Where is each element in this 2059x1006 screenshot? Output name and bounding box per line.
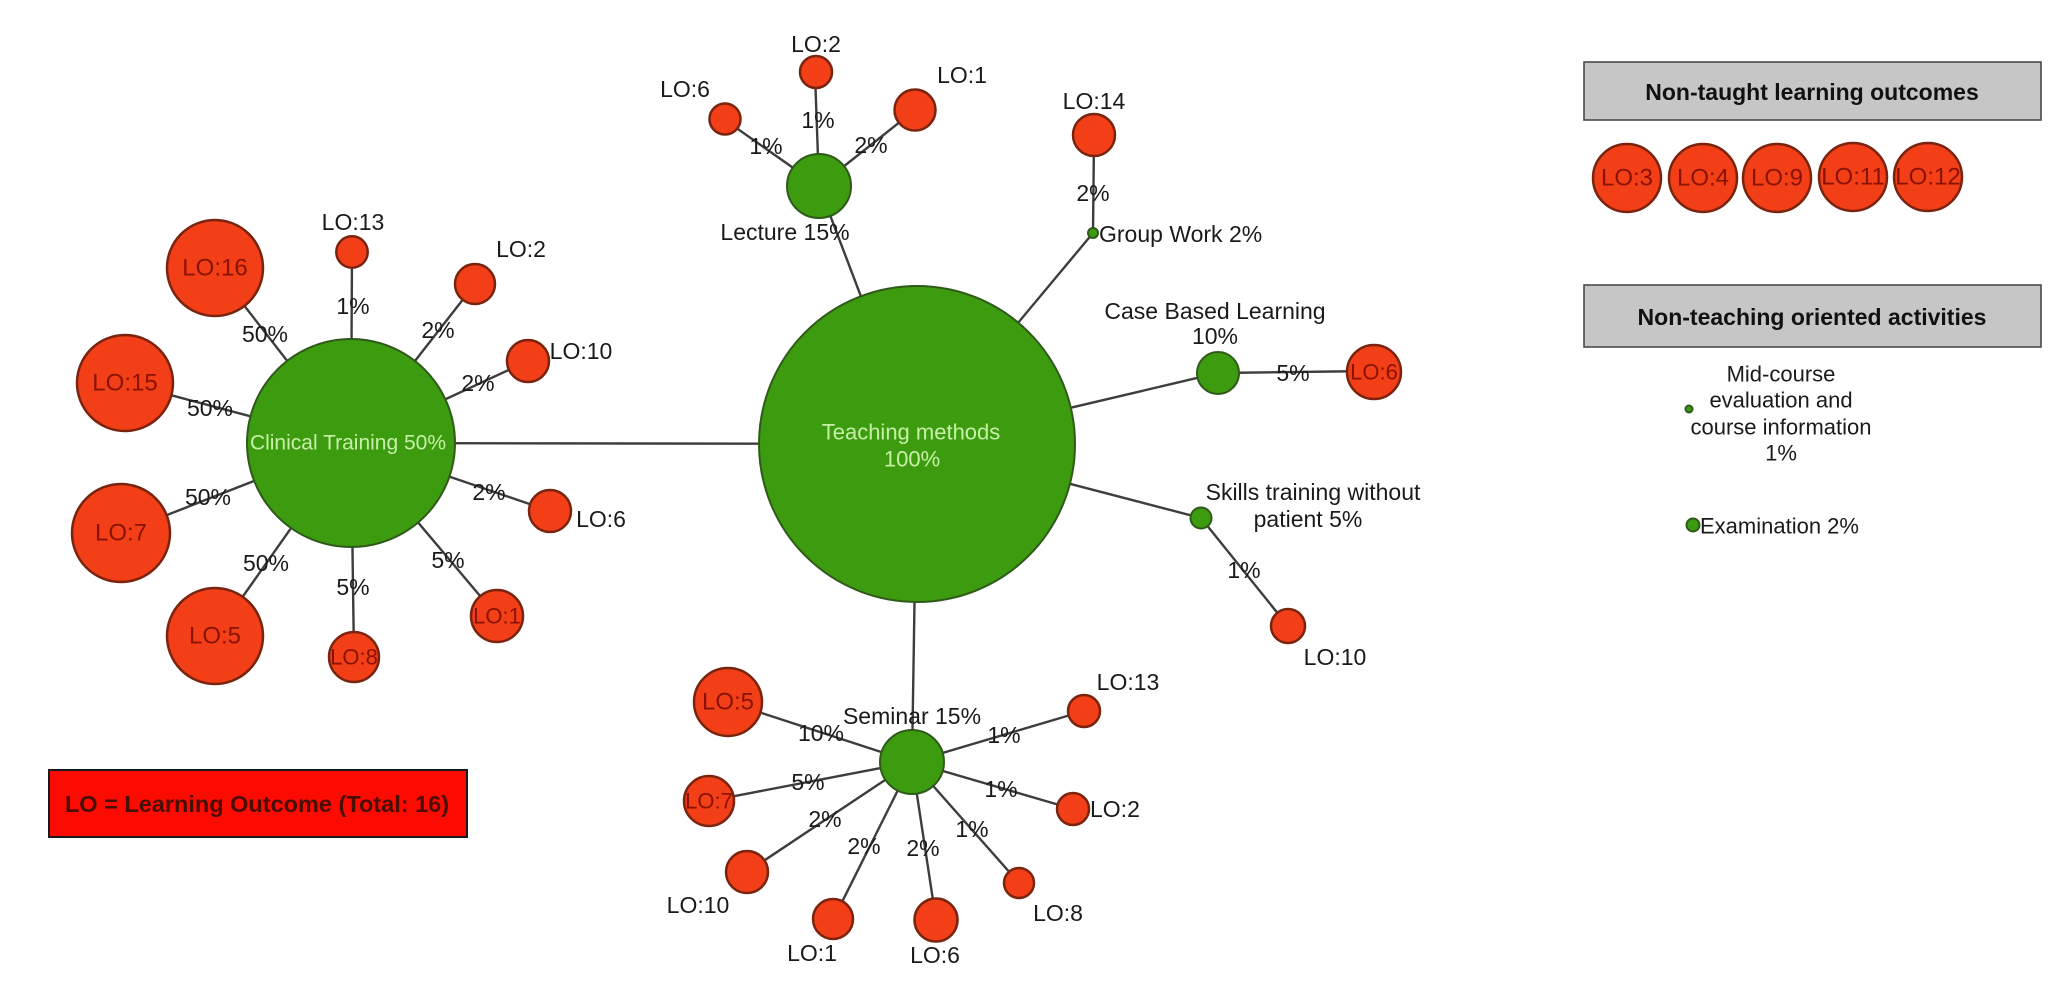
svg-text:LO:7: LO:7 [95,520,147,547]
svg-text:LO:15: LO:15 [92,370,157,397]
svg-text:LO:3: LO:3 [1601,165,1653,192]
svg-text:LO:2: LO:2 [1090,796,1140,822]
svg-text:2%: 2% [421,317,454,343]
svg-text:LO:6: LO:6 [910,942,960,968]
svg-text:Group Work 2%: Group Work 2% [1099,221,1262,247]
svg-text:10%: 10% [1192,323,1238,349]
svg-text:Clinical Training 50%: Clinical Training 50% [250,432,446,455]
svg-text:LO:1: LO:1 [473,604,521,629]
svg-text:2%: 2% [847,833,880,859]
svg-text:5%: 5% [431,547,464,573]
svg-text:LO:10: LO:10 [1304,644,1367,670]
svg-text:LO:2: LO:2 [496,236,546,262]
svg-text:LO:6: LO:6 [576,506,626,532]
svg-text:10%: 10% [798,720,844,746]
svg-text:LO:8: LO:8 [1033,900,1083,926]
svg-text:LO = Learning Outcome (Total:: LO = Learning Outcome (Total: 16) [65,791,449,817]
svg-text:LO:1: LO:1 [787,940,837,966]
svg-text:1%: 1% [955,816,988,842]
svg-text:LO:10: LO:10 [550,338,613,364]
svg-text:patient 5%: patient 5% [1254,506,1363,532]
svg-text:LO:13: LO:13 [322,209,385,235]
svg-text:LO:5: LO:5 [189,623,241,650]
svg-text:Examination 2%: Examination 2% [1700,514,1859,539]
svg-text:Non-teaching oriented activiti: Non-teaching oriented activities [1638,304,1987,330]
svg-text:LO:4: LO:4 [1677,165,1729,192]
svg-text:LO:1: LO:1 [937,62,987,88]
svg-text:Case Based Learning: Case Based Learning [1104,298,1325,324]
svg-text:5%: 5% [1276,360,1309,386]
svg-text:1%: 1% [1765,441,1797,466]
svg-text:5%: 5% [791,769,824,795]
svg-text:1%: 1% [749,133,782,159]
svg-text:LO:14: LO:14 [1063,88,1126,114]
svg-text:2%: 2% [1076,180,1109,206]
svg-text:Seminar 15%: Seminar 15% [843,703,981,729]
svg-text:LO:10: LO:10 [667,892,730,918]
svg-text:LO:9: LO:9 [1751,165,1803,192]
svg-text:course information: course information [1691,415,1872,440]
svg-text:1%: 1% [801,107,834,133]
svg-text:50%: 50% [242,321,288,347]
svg-text:LO:7: LO:7 [685,789,733,814]
svg-text:Mid-course: Mid-course [1727,362,1836,387]
svg-text:LO:8: LO:8 [330,645,378,670]
svg-text:Teaching methods: Teaching methods [822,420,1001,445]
svg-text:2%: 2% [808,806,841,832]
svg-text:100%: 100% [884,447,940,472]
svg-text:LO:6: LO:6 [1350,360,1398,385]
svg-text:2%: 2% [906,835,939,861]
svg-text:LO:13: LO:13 [1097,669,1160,695]
svg-text:LO:2: LO:2 [791,31,841,57]
svg-text:evaluation and: evaluation and [1709,388,1852,413]
svg-text:2%: 2% [461,370,494,396]
svg-text:1%: 1% [336,293,369,319]
svg-text:LO:16: LO:16 [182,255,247,282]
svg-text:1%: 1% [1227,557,1260,583]
svg-text:LO:12: LO:12 [1895,164,1960,191]
svg-text:2%: 2% [854,132,887,158]
svg-text:LO:5: LO:5 [702,689,754,716]
svg-text:1%: 1% [984,776,1017,802]
svg-text:50%: 50% [187,395,233,421]
svg-text:LO:6: LO:6 [660,76,710,102]
svg-text:Lecture 15%: Lecture 15% [720,219,849,245]
svg-text:Skills training without: Skills training without [1206,479,1421,505]
svg-text:2%: 2% [472,479,505,505]
svg-text:Non-taught learning outcomes: Non-taught learning outcomes [1645,79,1979,105]
svg-text:LO:11: LO:11 [1821,164,1885,191]
svg-text:50%: 50% [243,550,289,576]
svg-text:1%: 1% [987,722,1020,748]
svg-text:5%: 5% [336,574,369,600]
svg-text:50%: 50% [185,484,231,510]
